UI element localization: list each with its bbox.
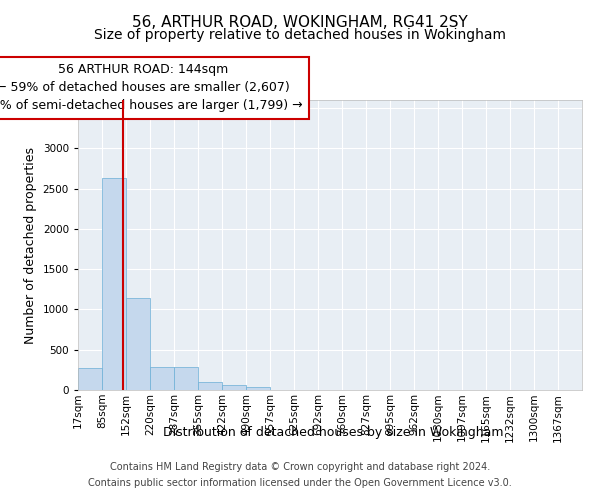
Bar (126, 298, 150, 390)
Bar (151, 367, 173, 390)
Bar (199, 382, 221, 390)
Bar (103, 178, 126, 390)
Text: Contains public sector information licensed under the Open Government Licence v3: Contains public sector information licen… (88, 478, 512, 488)
Text: 56 ARTHUR ROAD: 144sqm
← 59% of detached houses are smaller (2,607)
41% of semi-: 56 ARTHUR ROAD: 144sqm ← 59% of detached… (0, 64, 302, 112)
Text: Contains HM Land Registry data © Crown copyright and database right 2024.: Contains HM Land Registry data © Crown c… (110, 462, 490, 472)
Text: Size of property relative to detached houses in Wokingham: Size of property relative to detached ho… (94, 28, 506, 42)
Text: Distribution of detached houses by size in Wokingham: Distribution of detached houses by size … (163, 426, 503, 439)
Bar (247, 387, 269, 390)
Text: 56, ARTHUR ROAD, WOKINGHAM, RG41 2SY: 56, ARTHUR ROAD, WOKINGHAM, RG41 2SY (132, 15, 468, 30)
Bar (78, 368, 102, 390)
Bar (174, 367, 198, 390)
Y-axis label: Number of detached properties: Number of detached properties (24, 146, 37, 344)
Bar (222, 385, 246, 390)
